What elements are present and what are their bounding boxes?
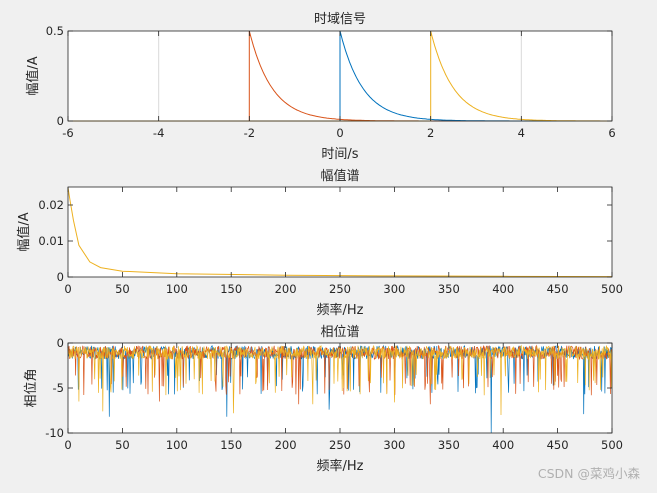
y-tick-label: 0.02: [38, 198, 64, 212]
x-tick-label: 350: [438, 282, 460, 296]
x-tick-label: 0: [64, 438, 71, 452]
x-tick-label: 0: [64, 282, 71, 296]
x-tick-label: 450: [547, 282, 569, 296]
x-tick-label: 150: [220, 282, 242, 296]
x-tick-label: 250: [329, 282, 351, 296]
time-xlabel: 时间/s: [321, 147, 358, 162]
time-domain-axes: -6 -4 -2 0 2 4 6 0 0.5 时域信号 时间/s 幅值/A: [25, 12, 616, 162]
x-tick-label: 100: [166, 282, 188, 296]
x-tick-label: 200: [275, 282, 297, 296]
y-tick-label: 0: [57, 270, 64, 284]
x-tick-label: 400: [492, 282, 514, 296]
time-ylabel: 幅值/A: [25, 56, 41, 95]
x-tick-label: 300: [383, 438, 405, 452]
watermark: CSDN @菜鸡小森: [538, 466, 641, 481]
time-domain-title: 时域信号: [314, 12, 366, 27]
x-tick-label: -2: [244, 126, 255, 140]
y-tick-label: -5: [53, 381, 64, 395]
x-tick-label: 450: [547, 438, 569, 452]
x-tick-label: 100: [166, 438, 188, 452]
x-tick-label: 2: [427, 126, 434, 140]
x-tick-label: 200: [275, 438, 297, 452]
x-tick-label: 300: [383, 282, 405, 296]
x-tick-label: -6: [62, 126, 73, 140]
y-tick-label: 0.5: [46, 24, 64, 38]
phase-ylabel: 相位角: [24, 368, 39, 407]
amplitude-xlabel: 频率/Hz: [317, 302, 364, 318]
x-tick-label: 400: [492, 438, 514, 452]
x-tick-label: 4: [518, 126, 525, 140]
x-tick-label: 250: [329, 438, 351, 452]
amplitude-spectrum-axes: 0 50 100 150 200 250 300 350 400 450 50000.010.02 …: [16, 168, 623, 318]
phase-spectrum-axes: 0 50 100 150 200 250 300 350 400 450 500 0 -5 -10 相位谱…: [24, 325, 623, 474]
x-tick-label: 350: [438, 438, 460, 452]
x-tick-label: 500: [601, 282, 623, 296]
x-tick-label: 50: [115, 282, 130, 296]
x-tick-label: 6: [608, 126, 615, 140]
phase-series-yellow: [67, 344, 613, 416]
y-tick-label: 0.01: [38, 234, 64, 248]
amplitude-ylabel: 幅值/A: [16, 212, 32, 251]
x-tick-label: 0: [336, 126, 343, 140]
x-tick-label: 500: [601, 438, 623, 452]
amplitude-spectrum-title: 幅值谱: [320, 168, 359, 184]
phase-xlabel: 频率/Hz: [317, 458, 364, 474]
y-tick-label: -10: [45, 426, 64, 440]
y-tick-label: 0: [57, 114, 64, 128]
x-tick-label: 50: [115, 438, 130, 452]
x-tick-label: -4: [153, 126, 164, 140]
phase-spectrum-title: 相位谱: [320, 325, 359, 340]
amplitude-axes-background: [68, 187, 612, 277]
amplitude-series-yellow: [67, 187, 613, 278]
y-tick-label: 0: [57, 336, 64, 350]
x-tick-label: 150: [220, 438, 242, 452]
